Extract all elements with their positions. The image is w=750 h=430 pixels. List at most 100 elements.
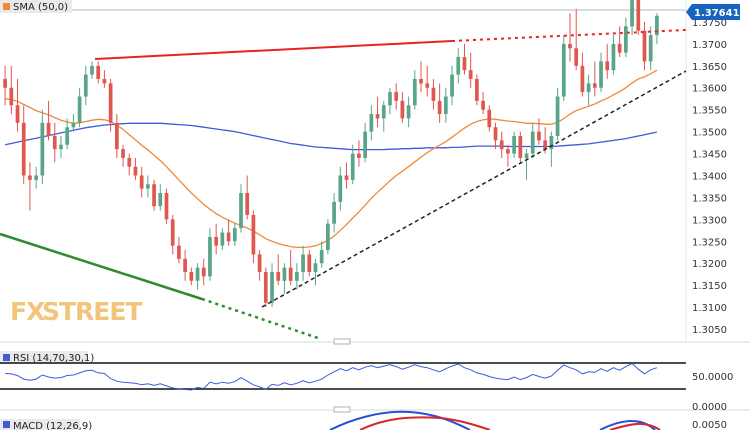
candle-body (350, 153, 355, 180)
resistance-line[interactable] (94, 40, 453, 60)
rsi-tick-50: 50.0000 (692, 372, 733, 383)
candle (338, 166, 343, 211)
y-tick-label: 1.3550 (692, 106, 727, 117)
candle (183, 250, 187, 281)
macd-signal-line (359, 416, 491, 430)
candle-body (34, 175, 39, 180)
candle (568, 13, 572, 62)
candle-body (164, 193, 169, 220)
candle-body (574, 48, 579, 66)
macd-resize-handle[interactable] (333, 406, 351, 413)
candle (555, 87, 560, 141)
candle-body (456, 57, 461, 75)
candle-body (96, 65, 101, 79)
candle (518, 131, 523, 163)
candle-body (282, 267, 287, 281)
sma-legend[interactable]: SMA (50,0) (0, 0, 72, 13)
candle-body (77, 96, 82, 123)
macd-signal-right (609, 423, 661, 430)
candle-body (46, 122, 51, 136)
sma-layer (4, 69, 658, 249)
candle (655, 13, 659, 44)
candle-body (530, 131, 535, 154)
candle (630, 0, 634, 36)
candle-body (468, 70, 473, 79)
candle-body (83, 74, 88, 97)
y-tick-label: 1.3750 (692, 18, 727, 29)
candle-body (90, 65, 94, 75)
candle (406, 96, 411, 128)
candle-body (630, 0, 634, 27)
descending-support-extension[interactable] (201, 297, 319, 340)
candle-body (419, 78, 423, 84)
candle (15, 78, 20, 132)
candle-body (561, 43, 566, 97)
candle (636, 0, 641, 36)
descending-support-line[interactable] (0, 232, 203, 301)
y-tick-label: 1.3200 (692, 259, 727, 270)
candle (40, 109, 45, 185)
candle (617, 26, 622, 58)
candle-body (512, 136, 516, 154)
candle (71, 114, 76, 132)
last-price-badge-shape (686, 4, 740, 20)
candle (506, 144, 510, 167)
sma-legend-swatch (3, 3, 10, 10)
rsi-resize-handle[interactable] (333, 338, 351, 345)
candle (462, 43, 467, 75)
candle (294, 263, 299, 290)
candle (400, 92, 405, 123)
candle-body (152, 184, 156, 207)
rising-support-line[interactable] (261, 70, 687, 308)
candle-body (214, 236, 219, 246)
candle (214, 223, 219, 255)
candle (648, 26, 653, 71)
candle-body (307, 254, 312, 272)
candle-body (493, 127, 498, 141)
candle (139, 166, 144, 198)
sma-fast-line (5, 69, 658, 249)
candle (313, 258, 318, 286)
candle (170, 214, 175, 255)
candle (108, 78, 113, 132)
candle (332, 193, 336, 233)
candle (326, 219, 330, 255)
candle (164, 188, 169, 224)
candle-body (71, 122, 76, 128)
macd-panel: MACD (12,26,9) 0.0050 (0, 410, 727, 430)
candle (623, 17, 628, 58)
last-price-text: 1.376410 (694, 8, 747, 19)
candle-body (611, 43, 616, 71)
candle (195, 263, 200, 290)
candle-body (15, 105, 20, 123)
candle (282, 263, 287, 294)
candle-body (177, 245, 181, 259)
trend-lines (0, 29, 687, 340)
candle-body (226, 232, 231, 242)
sma-legend-label: SMA (50,0) (13, 2, 68, 13)
candle (394, 83, 399, 110)
candle-body (245, 193, 250, 215)
candle-body (394, 92, 399, 101)
sma-legend-box (0, 0, 72, 13)
candle (443, 87, 448, 123)
macd-line (329, 410, 471, 430)
candle-body (251, 214, 256, 255)
candle-body (537, 131, 541, 141)
candle (431, 78, 436, 110)
candle (77, 87, 82, 128)
candle-body (121, 149, 125, 158)
candle-body (481, 100, 485, 110)
candle-body (319, 250, 324, 264)
macd-legend-swatch (3, 421, 10, 428)
panel-frames (0, 0, 750, 413)
candle (232, 223, 237, 246)
candle (46, 100, 51, 141)
candle-body (208, 236, 212, 277)
candle (468, 52, 473, 88)
candle (152, 179, 156, 211)
candle (437, 83, 442, 123)
candle-body (52, 136, 57, 150)
y-tick-label: 1.3600 (692, 84, 727, 95)
candle (549, 131, 554, 167)
